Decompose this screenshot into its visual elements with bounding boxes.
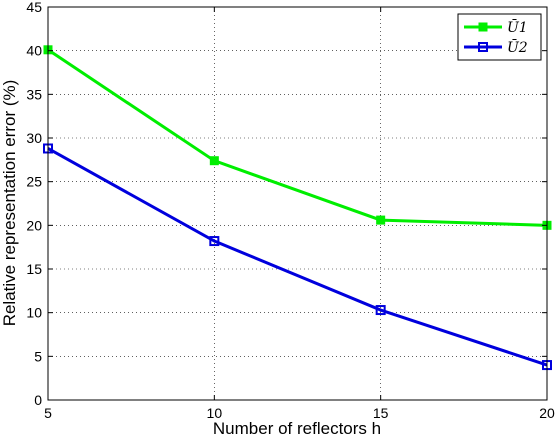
legend-box xyxy=(457,13,542,61)
y-tick-label: 45 xyxy=(26,0,42,15)
y-tick-label: 25 xyxy=(26,174,42,190)
legend-marker-2 xyxy=(478,42,488,52)
legend-label-2: Ū2 xyxy=(507,38,528,56)
series-line-2 xyxy=(47,147,548,367)
y-tick-label: 30 xyxy=(26,130,42,146)
series-2-point xyxy=(209,236,220,247)
series-1-point xyxy=(209,156,219,166)
legend-label-1: Ū1 xyxy=(507,18,528,36)
y-tick-label: 20 xyxy=(26,217,42,233)
series-line-1 xyxy=(47,48,548,227)
plot-frame xyxy=(47,6,548,401)
series-2-point xyxy=(375,305,386,316)
x-tick-label: 15 xyxy=(373,405,389,421)
x-tick-label: 5 xyxy=(44,405,52,421)
x-tick-label: 20 xyxy=(539,405,555,421)
y-tick-label: 40 xyxy=(26,43,42,59)
y-tick-label: 15 xyxy=(26,261,42,277)
y-axis-label: Relative representation error (%) xyxy=(0,80,19,327)
y-tick-label: 5 xyxy=(34,348,42,364)
axis-ticks xyxy=(47,6,548,401)
x-axis-label: Number of reflectors h xyxy=(213,419,381,438)
y-tick-label: 35 xyxy=(26,86,42,102)
series-layer xyxy=(43,45,552,371)
legend-marker-1 xyxy=(478,22,488,32)
grid-lines xyxy=(48,7,547,400)
y-tick-label: 10 xyxy=(26,305,42,321)
series-1-point xyxy=(376,215,386,225)
y-tick-label: 0 xyxy=(34,392,42,408)
x-tick-label: 10 xyxy=(207,405,223,421)
